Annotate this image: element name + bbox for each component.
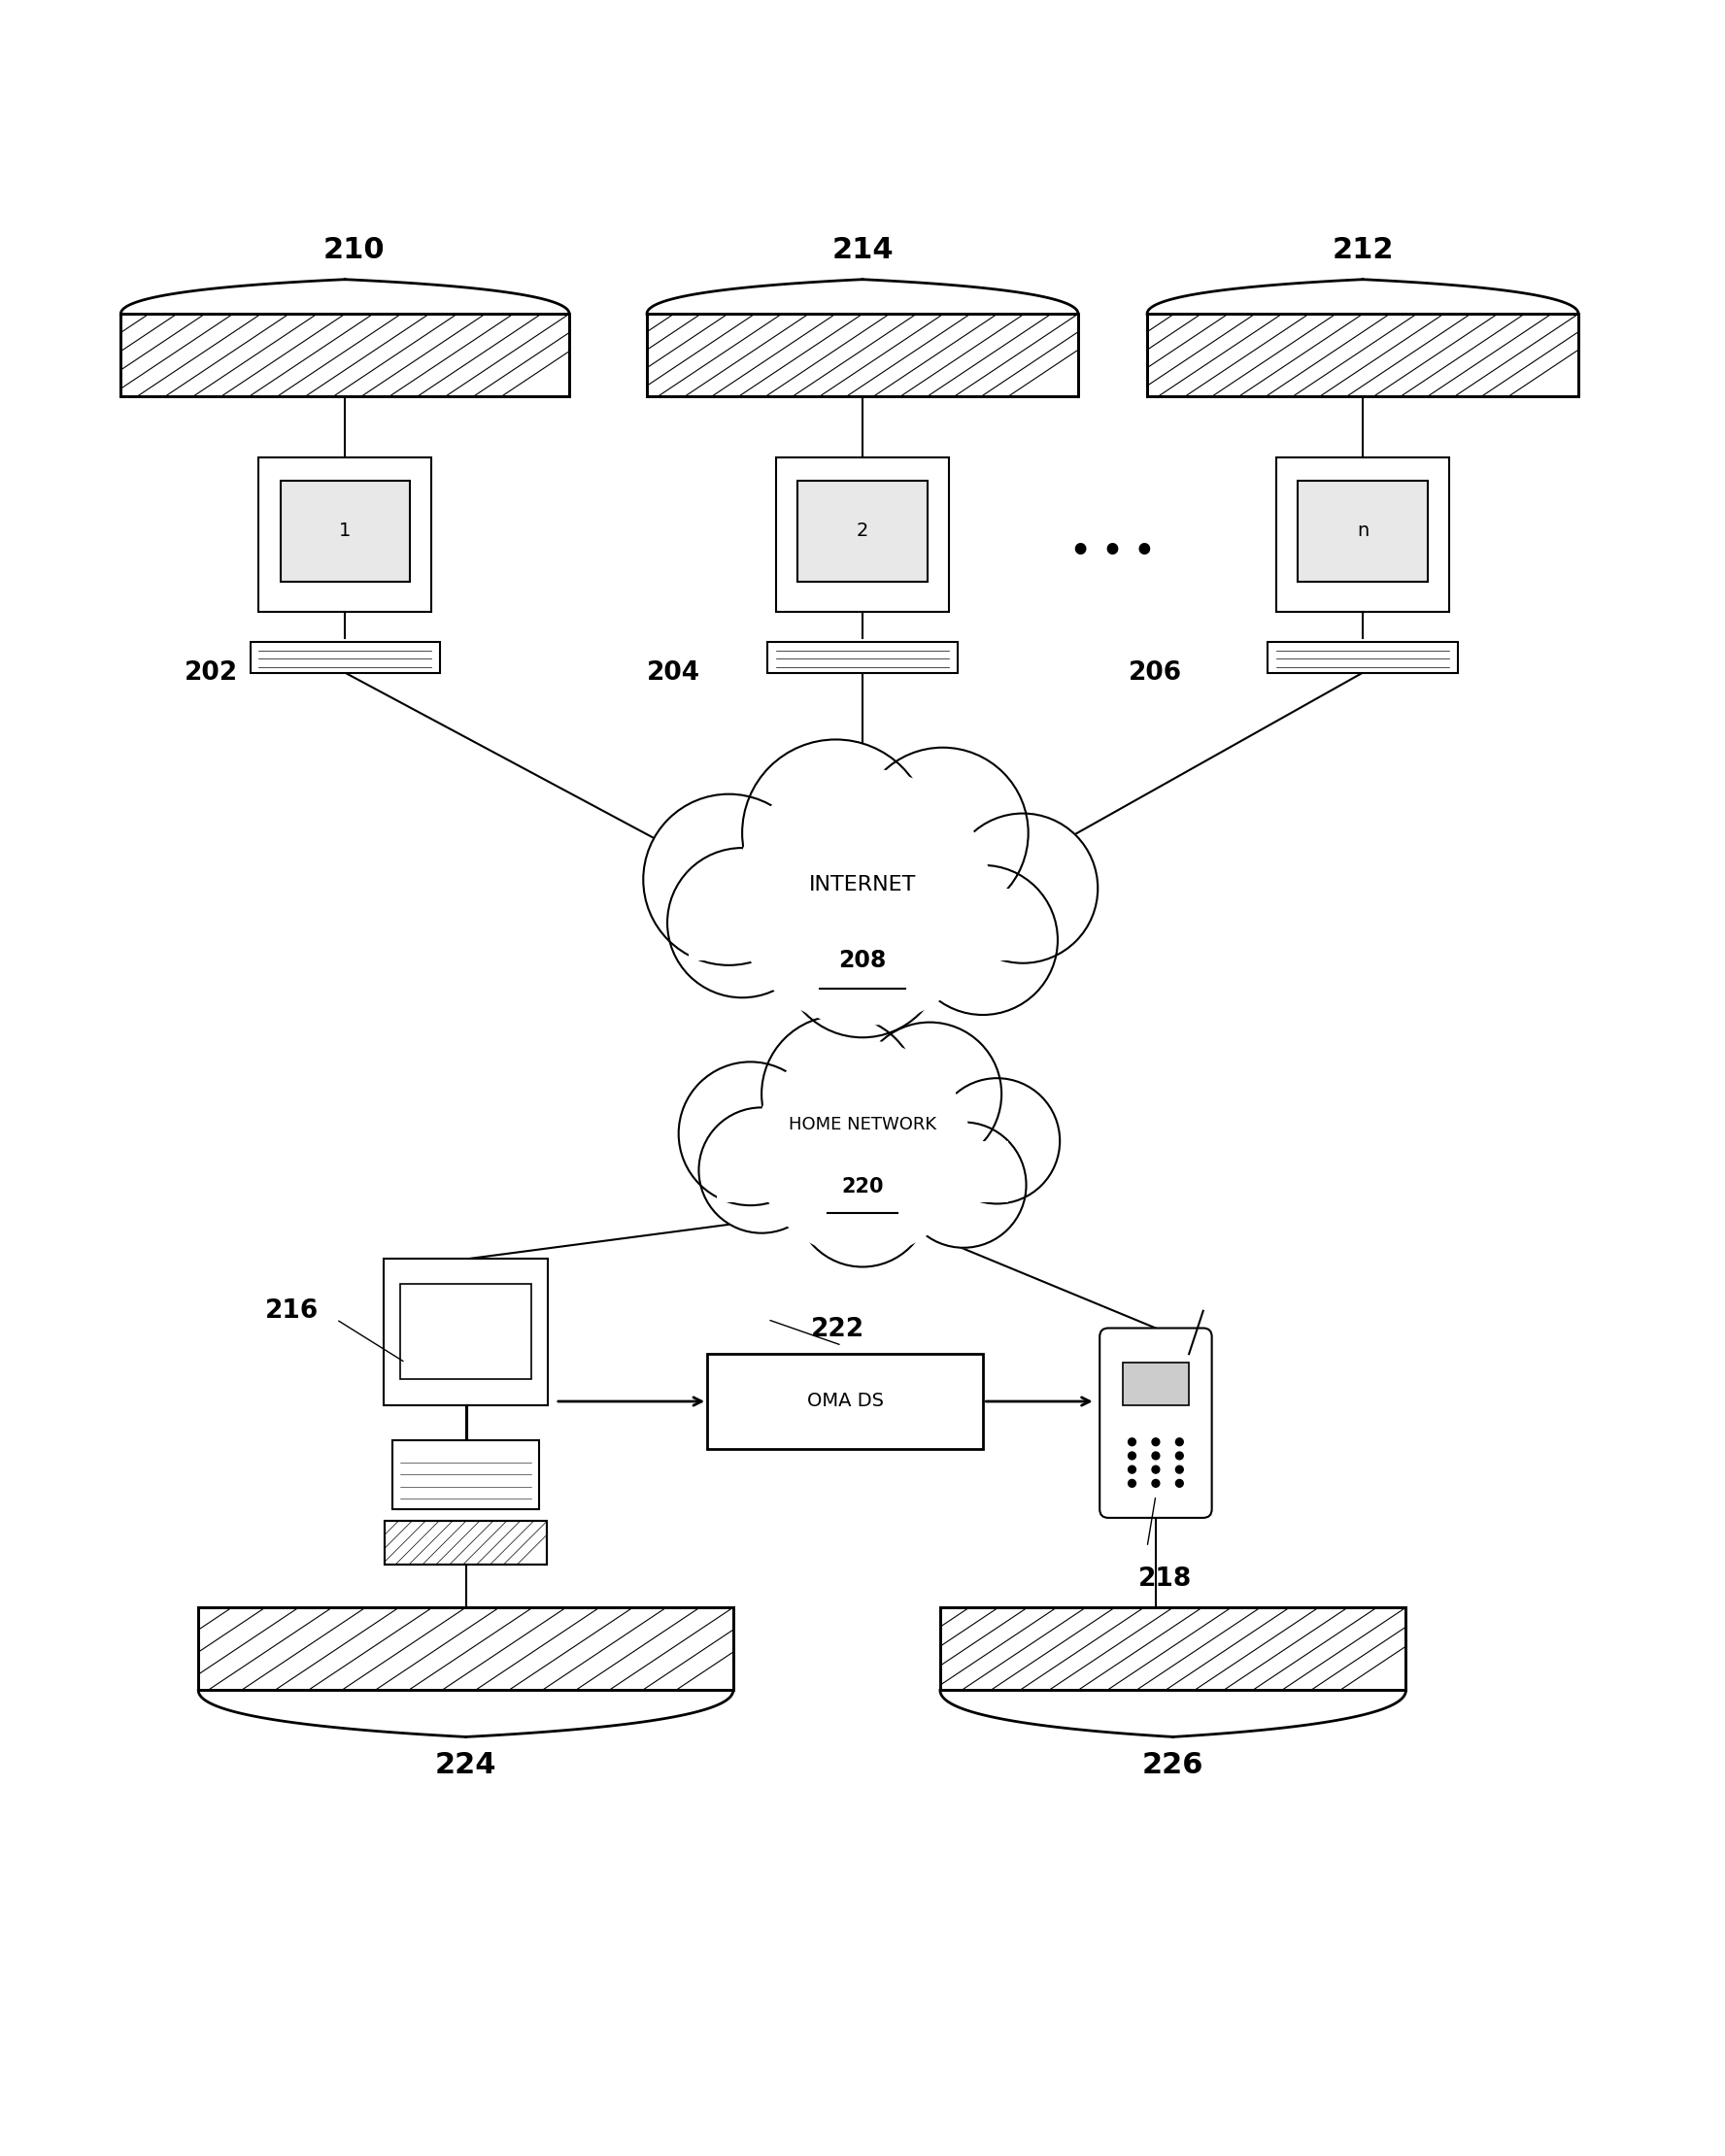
Text: 210: 210 — [323, 235, 385, 263]
Circle shape — [1152, 1438, 1159, 1447]
Circle shape — [756, 1041, 969, 1257]
Text: INTERNET: INTERNET — [809, 875, 916, 895]
Circle shape — [1152, 1466, 1159, 1473]
Bar — [279, 481, 411, 582]
Circle shape — [857, 748, 1028, 918]
Circle shape — [1152, 1479, 1159, 1488]
Bar — [1147, 315, 1578, 397]
Circle shape — [1152, 1451, 1159, 1460]
Text: • • •: • • • — [1071, 537, 1154, 567]
Bar — [776, 457, 949, 612]
Circle shape — [742, 740, 930, 927]
Text: 202: 202 — [185, 660, 238, 686]
Circle shape — [795, 1132, 930, 1268]
Circle shape — [783, 877, 942, 1037]
Circle shape — [857, 1022, 1002, 1166]
Text: OMA DS: OMA DS — [807, 1393, 883, 1410]
Circle shape — [1176, 1438, 1183, 1447]
Bar — [940, 1608, 1406, 1690]
Circle shape — [949, 813, 1097, 964]
Bar — [383, 1259, 549, 1406]
Text: 206: 206 — [1128, 660, 1182, 686]
Text: 226: 226 — [1142, 1751, 1204, 1779]
Circle shape — [935, 1078, 1059, 1203]
Text: 222: 222 — [811, 1317, 864, 1341]
Bar — [121, 315, 569, 397]
Bar — [121, 315, 569, 397]
Bar — [259, 457, 431, 612]
Text: HOME NETWORK: HOME NETWORK — [788, 1117, 937, 1134]
Circle shape — [699, 1108, 825, 1233]
Circle shape — [761, 1015, 918, 1173]
Bar — [385, 1522, 547, 1565]
Circle shape — [668, 847, 818, 998]
Circle shape — [735, 768, 990, 1026]
Circle shape — [728, 763, 995, 1031]
Bar — [1276, 457, 1449, 612]
Circle shape — [1176, 1451, 1183, 1460]
Bar — [718, 1141, 1007, 1203]
Text: 1: 1 — [340, 522, 350, 539]
Circle shape — [750, 1037, 975, 1261]
Bar — [940, 1608, 1406, 1690]
Circle shape — [1128, 1451, 1135, 1460]
Bar — [250, 642, 440, 673]
Bar — [707, 1354, 983, 1449]
Bar — [198, 1608, 733, 1690]
Bar — [1299, 481, 1428, 582]
Bar — [385, 1522, 547, 1565]
Circle shape — [900, 1121, 1026, 1248]
Bar — [688, 888, 1037, 962]
Circle shape — [1176, 1466, 1183, 1473]
Text: 2: 2 — [857, 522, 868, 539]
Bar — [1123, 1363, 1189, 1406]
Bar — [797, 481, 928, 582]
Circle shape — [678, 1063, 823, 1205]
Bar — [647, 315, 1078, 397]
Text: 212: 212 — [1332, 235, 1394, 263]
Bar — [1147, 315, 1578, 397]
Bar — [400, 1285, 531, 1380]
Circle shape — [1128, 1466, 1135, 1473]
Bar — [198, 1608, 733, 1690]
Circle shape — [1176, 1479, 1183, 1488]
Bar — [392, 1440, 540, 1509]
Bar — [768, 642, 957, 673]
Circle shape — [1128, 1479, 1135, 1488]
Text: 224: 224 — [435, 1751, 497, 1779]
Text: 214: 214 — [831, 235, 894, 263]
Text: 216: 216 — [266, 1298, 319, 1324]
Circle shape — [643, 793, 814, 966]
Text: 220: 220 — [842, 1177, 883, 1197]
Bar — [1268, 642, 1458, 673]
FancyBboxPatch shape — [1101, 1328, 1211, 1518]
Bar — [647, 315, 1078, 397]
Text: 204: 204 — [647, 660, 700, 686]
Text: 218: 218 — [1138, 1565, 1192, 1591]
Circle shape — [907, 865, 1057, 1015]
Text: n: n — [1358, 522, 1368, 539]
Text: 208: 208 — [838, 949, 887, 972]
Circle shape — [1128, 1438, 1135, 1447]
